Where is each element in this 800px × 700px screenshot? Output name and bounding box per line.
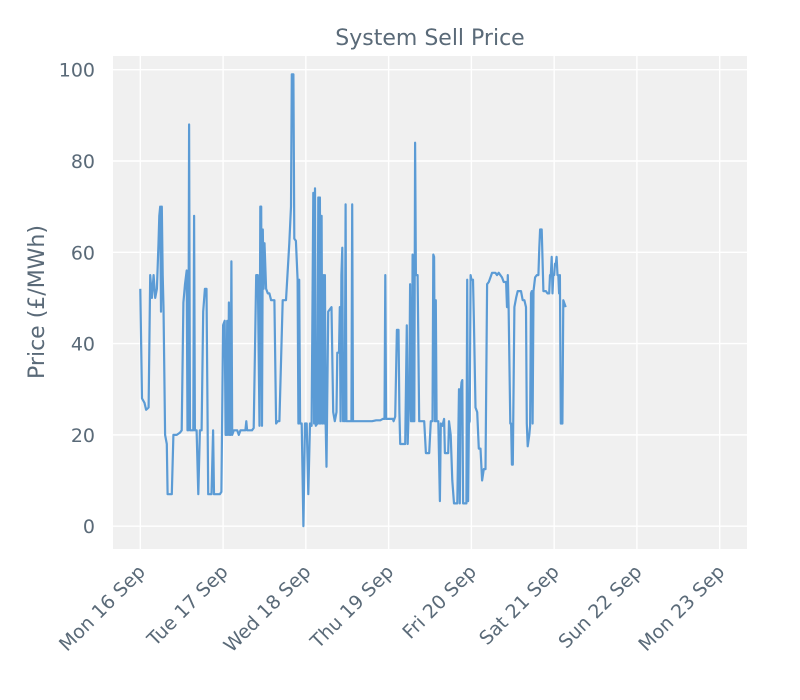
x-tick-label: Mon 16 Sep — [55, 561, 150, 656]
y-tick-label: 80 — [71, 151, 95, 173]
y-tick-label: 0 — [83, 516, 95, 538]
y-tick-label: 40 — [71, 334, 95, 356]
chart-title: System Sell Price — [335, 26, 524, 51]
x-tick-label: Thu 19 Sep — [306, 561, 398, 653]
x-tick-label: Sat 21 Sep — [475, 561, 564, 650]
y-axis-ticks: 0 20 40 60 80 100 — [59, 60, 95, 538]
x-tick-label: Fri 20 Sep — [398, 561, 481, 644]
y-tick-label: 60 — [71, 242, 95, 264]
x-tick-label: Tue 17 Sep — [142, 561, 232, 651]
plot-area — [113, 56, 747, 549]
y-tick-label: 100 — [59, 60, 95, 82]
y-axis-label: Price (£/MWh) — [25, 225, 50, 379]
price-series-line — [139, 73, 567, 528]
x-tick-label: Wed 18 Sep — [220, 561, 316, 657]
x-tick-label: Sun 22 Sep — [554, 561, 646, 653]
x-tick-label: Mon 23 Sep — [634, 561, 729, 656]
series-group — [139, 73, 567, 528]
y-tick-label: 20 — [71, 425, 95, 447]
